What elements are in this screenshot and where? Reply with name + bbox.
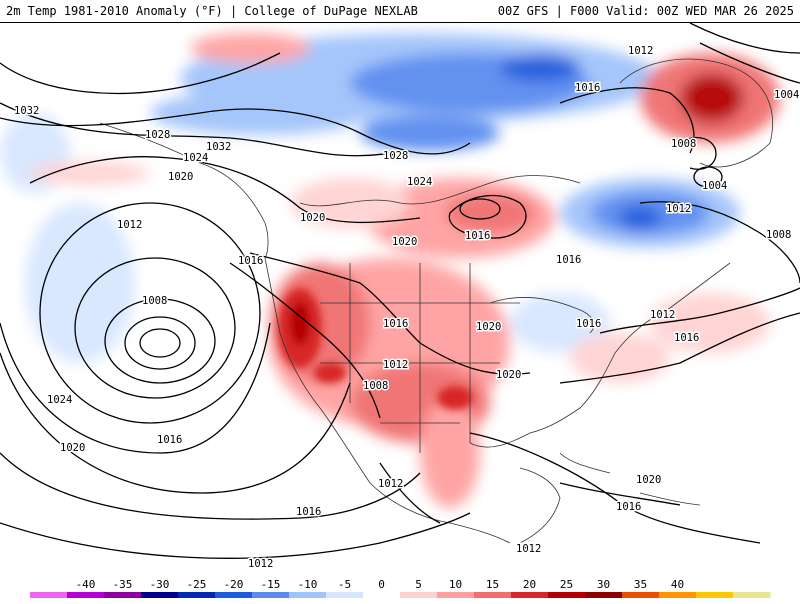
isobar-label: 1020 (496, 369, 521, 381)
colorbar-tick-label: 20 (523, 578, 536, 591)
colorbar-tick-label: -30 (150, 578, 170, 591)
isobar-label: 1016 (556, 254, 581, 266)
colorbar-tick-label: -25 (187, 578, 207, 591)
colorbar-swatch (252, 592, 290, 598)
isobar-label: 1008 (766, 229, 791, 241)
colorbar-swatch (104, 592, 142, 598)
colorbar-tick-label: -10 (298, 578, 318, 591)
isobar-label: 1024 (407, 176, 432, 188)
isobar-label: 1012 (666, 203, 691, 215)
colorbar-tick-label: -40 (76, 578, 96, 591)
colorbar-swatch (67, 592, 105, 598)
colorbar-swatch (622, 592, 660, 598)
isobar-label: 1012 (516, 543, 541, 555)
isobar-label: 1028 (145, 129, 170, 141)
isobar-label: 1008 (671, 138, 696, 150)
isobar-contours (0, 23, 800, 559)
colorbar-tick-label: 5 (415, 578, 422, 591)
isobar-label: 1012 (117, 219, 142, 231)
colorbar-swatch (400, 592, 438, 598)
isobar-label: 1024 (47, 394, 72, 406)
colorbar-tick-label: -20 (224, 578, 244, 591)
isobar-label: 1004 (702, 180, 727, 192)
isobar-label: 1016 (465, 230, 490, 242)
anomaly-map: 1032 1028 1024 1032 1020 1012 1016 1008 … (0, 23, 800, 576)
isobar-label: 1020 (300, 212, 325, 224)
colorbar-tick-label: 30 (597, 578, 610, 591)
colorbar-tick-label: 25 (560, 578, 573, 591)
isobar-label: 1020 (636, 474, 661, 486)
isobar-label: 1004 (774, 89, 799, 101)
isobar-label: 1016 (296, 506, 321, 518)
isobar-label: 1012 (383, 359, 408, 371)
isobar-label: 1016 (616, 501, 641, 513)
colorbar-tick-label: 0 (378, 578, 385, 591)
anomaly-colorbar: -40 -35 -30 -25 -20 -15 -10 -5 0 5 10 15 20 25 30 35 40 (0, 576, 800, 600)
colorbar-swatch (585, 592, 623, 598)
temperature-anomaly-shading (0, 33, 780, 508)
product-title: 2m Temp 1981-2010 Anomaly (°F) | College… (6, 4, 418, 18)
colorbar-swatch (659, 592, 697, 598)
map-header: 2m Temp 1981-2010 Anomaly (°F) | College… (0, 0, 800, 23)
isobar-label: 1012 (650, 309, 675, 321)
colorbar-tick-label: -5 (338, 578, 351, 591)
isobar-label: 1020 (60, 442, 85, 454)
colorbar-swatch (437, 592, 475, 598)
isobar-label: 1020 (476, 321, 501, 333)
colorbar-graphic: -40 -35 -30 -25 -20 -15 -10 -5 0 5 10 15 20 25 30 35 40 (30, 578, 771, 598)
colorbar-swatch (326, 592, 364, 598)
isobar-label: 1020 (392, 236, 417, 248)
isobar-label: 1012 (378, 478, 403, 490)
colorbar-swatch (363, 592, 401, 598)
isobar-label: 1032 (206, 141, 231, 153)
isobar-label: 1016 (238, 255, 263, 267)
colorbar-swatch (474, 592, 512, 598)
colorbar-swatch (141, 592, 179, 598)
colorbar-tick-label: 35 (634, 578, 647, 591)
isobar-label: 1016 (383, 318, 408, 330)
model-run-info: 00Z GFS | F000 Valid: 00Z WED MAR 26 202… (497, 4, 794, 18)
colorbar-tick-label: -35 (113, 578, 133, 591)
isobar-label: 1008 (142, 295, 167, 307)
colorbar-swatch (696, 592, 734, 598)
isobar-labels: 1032 1028 1024 1032 1020 1012 1016 1008 … (13, 44, 800, 572)
colorbar-swatch (548, 592, 586, 598)
isobar-label: 1028 (383, 150, 408, 162)
isobar-label: 1016 (674, 332, 699, 344)
colorbar-tick-label: -15 (261, 578, 281, 591)
isobar-label: 1032 (14, 105, 39, 117)
colorbar-swatch (215, 592, 253, 598)
colorbar-tick-label: 15 (486, 578, 499, 591)
isobar-label: 1016 (576, 318, 601, 330)
colorbar-swatch (511, 592, 549, 598)
isobar-label: 1016 (157, 434, 182, 446)
isobar-label: 1008 (363, 380, 388, 392)
colorbar-tick-label: 40 (671, 578, 684, 591)
colorbar-swatch (30, 592, 68, 598)
isobar-label: 1012 (248, 558, 273, 570)
isobar-label: 1024 (183, 152, 208, 164)
colorbar-swatches (30, 592, 771, 598)
isobar-label: 1016 (575, 82, 600, 94)
isobar-label: 1020 (168, 171, 193, 183)
colorbar-swatch (733, 592, 771, 598)
colorbar-tick-label: 10 (449, 578, 462, 591)
colorbar-swatch (289, 592, 327, 598)
colorbar-swatch (178, 592, 216, 598)
colorbar-tick-labels: -40 -35 -30 -25 -20 -15 -10 -5 0 5 10 15 20 25 30 35 40 (76, 578, 685, 591)
isobar-label: 1012 (628, 45, 653, 57)
